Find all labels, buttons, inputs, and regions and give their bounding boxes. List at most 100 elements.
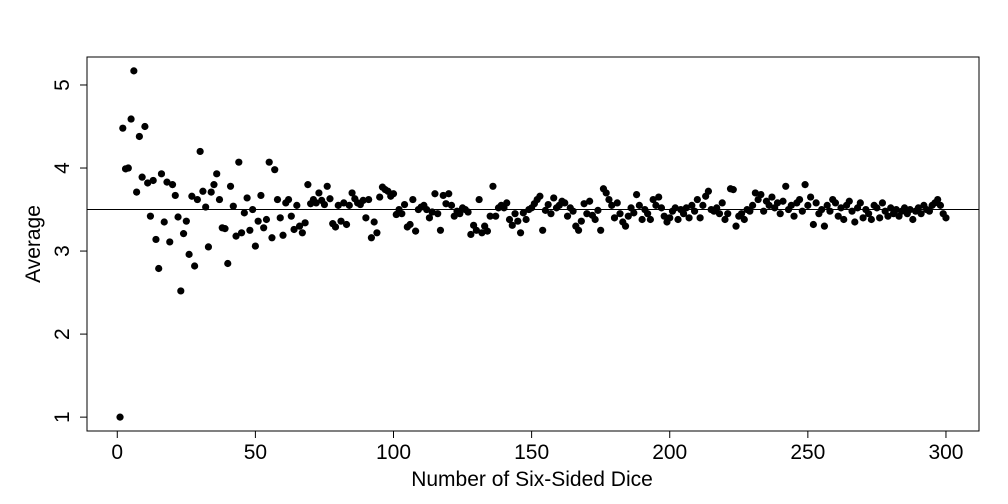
- point: [116, 413, 124, 421]
- point: [447, 201, 456, 209]
- point: [594, 206, 602, 214]
- point: [583, 210, 591, 218]
- point: [547, 210, 555, 218]
- point: [760, 207, 768, 215]
- point: [776, 210, 784, 218]
- point: [141, 122, 149, 131]
- point: [293, 201, 301, 209]
- point: [232, 232, 240, 240]
- point: [878, 199, 887, 207]
- x-tick-label: 250: [790, 441, 825, 464]
- point: [505, 215, 514, 224]
- point: [436, 226, 445, 234]
- point: [251, 242, 259, 250]
- point: [279, 231, 287, 239]
- x-tick-label: 0: [111, 441, 123, 464]
- point: [624, 212, 632, 220]
- point: [163, 178, 171, 186]
- y-tick-label: 3: [51, 245, 74, 257]
- point: [127, 115, 135, 123]
- point: [276, 214, 284, 222]
- point: [519, 209, 527, 217]
- x-tick-label: 100: [376, 441, 411, 464]
- point: [613, 199, 621, 207]
- point: [845, 197, 853, 205]
- point: [616, 210, 624, 218]
- point: [909, 215, 917, 224]
- point: [301, 219, 309, 227]
- point: [638, 215, 646, 224]
- point: [561, 199, 569, 207]
- point: [406, 220, 414, 229]
- point: [809, 220, 817, 229]
- point: [574, 226, 583, 234]
- point: [166, 238, 174, 246]
- point: [610, 214, 619, 222]
- point: [591, 215, 599, 224]
- point: [262, 215, 271, 224]
- point: [133, 188, 141, 196]
- point: [155, 264, 163, 273]
- point: [207, 188, 215, 196]
- x-tick-label: 200: [652, 441, 687, 464]
- point: [536, 192, 544, 200]
- point: [124, 164, 132, 172]
- point: [243, 194, 251, 202]
- point: [840, 215, 848, 224]
- point: [657, 204, 666, 212]
- x-tick-label: 150: [514, 441, 549, 464]
- point: [188, 192, 196, 200]
- point: [563, 212, 572, 220]
- point: [715, 210, 724, 218]
- point: [876, 214, 884, 222]
- point: [439, 191, 447, 200]
- point: [235, 158, 243, 166]
- point: [586, 197, 594, 205]
- point: [820, 222, 829, 230]
- point: [199, 187, 207, 195]
- point: [246, 226, 254, 234]
- point: [884, 212, 892, 220]
- point: [831, 199, 840, 207]
- point: [226, 182, 235, 190]
- point: [365, 195, 373, 204]
- point: [644, 210, 652, 218]
- point: [621, 222, 630, 230]
- point: [605, 195, 613, 204]
- point: [271, 166, 279, 174]
- point: [597, 226, 605, 234]
- point: [768, 193, 776, 201]
- point: [149, 176, 157, 185]
- point: [483, 227, 492, 235]
- point: [635, 201, 643, 209]
- point: [174, 213, 182, 221]
- point: [215, 195, 224, 204]
- point: [550, 194, 558, 202]
- point: [655, 193, 663, 201]
- point: [210, 181, 218, 189]
- point: [138, 173, 146, 181]
- point: [851, 218, 859, 226]
- point: [467, 230, 475, 239]
- point: [685, 214, 693, 222]
- point: [539, 226, 547, 234]
- point: [185, 250, 193, 258]
- point: [823, 201, 831, 209]
- point: [867, 215, 875, 224]
- point: [370, 218, 378, 226]
- point: [834, 212, 842, 220]
- point: [254, 217, 262, 225]
- point: [152, 235, 160, 244]
- point: [342, 220, 351, 229]
- point: [737, 210, 746, 218]
- point: [434, 210, 442, 218]
- point: [221, 225, 229, 233]
- point: [514, 217, 522, 225]
- point: [213, 170, 221, 178]
- point: [740, 215, 748, 224]
- point: [431, 190, 439, 198]
- point: [503, 199, 511, 207]
- point: [298, 229, 306, 237]
- point: [224, 259, 232, 268]
- point: [428, 208, 436, 216]
